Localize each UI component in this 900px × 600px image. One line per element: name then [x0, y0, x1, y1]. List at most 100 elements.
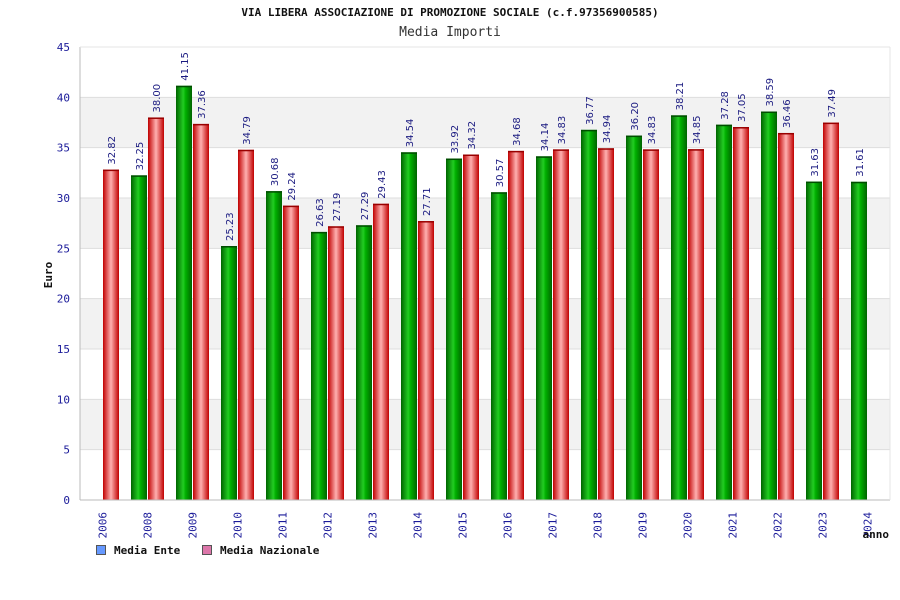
- bar-media-nazionale-top: [778, 132, 794, 135]
- x-tick-label: 2008: [142, 512, 155, 539]
- legend-item-media-nazionale: Media Nazionale: [202, 543, 319, 557]
- bar-media-nazionale-top: [598, 148, 614, 150]
- y-tick-label: 40: [57, 91, 70, 104]
- y-tick-label: 0: [63, 494, 70, 507]
- value-label-media-ente: 32.25: [135, 142, 146, 171]
- bar-media-ente: [761, 111, 777, 500]
- bar-media-ente-top: [266, 191, 282, 193]
- plot-background: [80, 47, 890, 500]
- value-label-media-nazionale: 27.19: [332, 193, 343, 222]
- bar-media-ente-top: [356, 225, 372, 227]
- bar-media-nazionale-top: [508, 150, 524, 153]
- bar-media-nazionale-top: [688, 149, 704, 151]
- value-label-media-ente: 38.59: [765, 78, 776, 107]
- value-label-media-nazionale: 34.94: [602, 115, 613, 144]
- value-label-media-ente: 36.77: [585, 96, 596, 125]
- bar-media-ente-top: [131, 175, 147, 177]
- bar-media-ente-top: [401, 152, 417, 154]
- y-tick-label: 10: [57, 393, 70, 406]
- x-axis-ticks: 2006 2008 2009 2010 2011 2012 2013 2014 2015 2016…: [97, 512, 875, 539]
- x-tick-label: 2011: [277, 512, 290, 539]
- axes: [79, 46, 891, 501]
- bar-media-nazionale-top: [148, 117, 164, 119]
- y-tick-label: 5: [63, 444, 70, 457]
- x-tick-label: 2019: [637, 512, 650, 539]
- bar-media-ente-top: [581, 129, 597, 132]
- bar-media-nazionale-top: [238, 149, 254, 152]
- bar-media-nazionale-top: [103, 169, 119, 172]
- value-label-media-ente: 31.61: [855, 148, 866, 177]
- grid-lines: [80, 46, 890, 501]
- bar-media-nazionale: [418, 221, 434, 500]
- bar-media-ente: [221, 246, 237, 500]
- bar-media-ente: [356, 225, 372, 500]
- x-tick-label: 2022: [772, 512, 785, 539]
- bar-media-ente: [716, 124, 732, 501]
- legend-swatch-media-ente: [96, 545, 106, 555]
- x-tick-label: 2018: [592, 512, 605, 539]
- bar-media-ente-top: [311, 231, 327, 234]
- bar-media-ente: [311, 231, 327, 500]
- bar-media-ente-top: [761, 111, 777, 114]
- bar-media-ente: [446, 158, 462, 500]
- bar-media-nazionale-top: [373, 203, 389, 206]
- bar-media-ente: [581, 129, 597, 500]
- bar-media-ente-top: [536, 156, 552, 158]
- bar-media-nazionale: [373, 203, 389, 500]
- value-label-media-nazionale: 34.79: [242, 116, 253, 145]
- bar-media-ente-top: [491, 192, 507, 194]
- bar-media-nazionale-top: [553, 149, 569, 151]
- value-label-media-nazionale: 37.49: [827, 89, 838, 118]
- value-label-media-ente: 34.54: [405, 119, 416, 148]
- bar-media-nazionale: [508, 150, 524, 500]
- y-tick-label: 25: [57, 242, 70, 255]
- bar-media-ente: [671, 115, 687, 501]
- value-label-media-ente: 34.14: [540, 123, 551, 152]
- value-label-media-ente: 30.57: [495, 159, 506, 188]
- value-label-media-nazionale: 29.43: [377, 170, 388, 199]
- bar-media-nazionale: [283, 205, 299, 500]
- x-axis-label: anno: [863, 528, 890, 541]
- bar-media-ente: [491, 192, 507, 500]
- value-label-media-nazionale: 36.46: [782, 99, 793, 128]
- bar-media-nazionale: [553, 149, 569, 501]
- value-label-media-ente: 25.23: [225, 212, 236, 241]
- x-tick-label: 2013: [367, 512, 380, 539]
- value-label-media-nazionale: 34.85: [692, 116, 703, 145]
- chart-subtitle: Media Importi: [399, 25, 501, 40]
- bar-media-ente: [176, 85, 192, 501]
- bars: [103, 85, 867, 501]
- bar-value-labels: 32.82 32.25 38.00 41.15 37.36 25.23 34.79 30.68…: [107, 52, 866, 241]
- value-label-media-ente: 41.15: [180, 52, 191, 81]
- bar-media-ente: [131, 175, 147, 500]
- value-label-media-nazionale: 27.71: [422, 187, 433, 216]
- bar-media-ente: [626, 135, 642, 500]
- bar-media-nazionale: [103, 169, 119, 500]
- y-tick-label: 20: [57, 293, 70, 306]
- value-label-media-nazionale: 34.83: [647, 116, 658, 145]
- value-label-media-ente: 26.63: [315, 198, 326, 227]
- bar-media-ente: [851, 181, 867, 500]
- bar-media-nazionale: [778, 132, 794, 500]
- x-tick-label: 2010: [232, 512, 245, 539]
- y-tick-label: 15: [57, 343, 70, 356]
- value-label-media-ente: 36.20: [630, 102, 641, 131]
- bar-media-nazionale-top: [643, 149, 659, 151]
- value-label-media-nazionale: 32.82: [107, 136, 118, 165]
- x-tick-label: 2020: [682, 512, 695, 539]
- legend-item-media-ente: Media Ente: [96, 543, 180, 557]
- value-label-media-nazionale: 37.36: [197, 90, 208, 119]
- bar-media-nazionale: [238, 149, 254, 500]
- grid-band: [80, 198, 890, 249]
- bar-media-nazionale-top: [463, 154, 479, 157]
- grid-band: [80, 399, 890, 450]
- bar-media-ente: [806, 181, 822, 500]
- value-label-media-nazionale: 38.00: [152, 84, 163, 113]
- x-tick-label: 2015: [457, 512, 470, 539]
- bar-media-ente-top: [806, 181, 822, 184]
- bar-media-nazionale: [193, 123, 209, 500]
- bar-media-ente-top: [851, 181, 867, 184]
- grid-band: [80, 97, 890, 148]
- y-axis-ticks: 0 5 10 15 20 25 30 35 40 45: [57, 41, 70, 507]
